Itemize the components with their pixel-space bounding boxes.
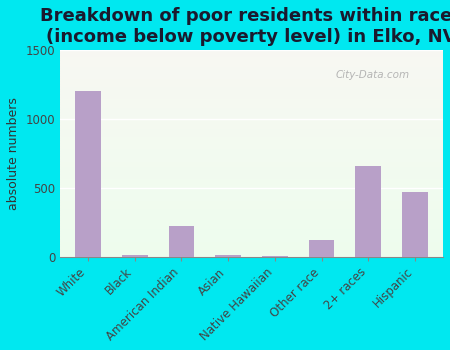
Bar [60,151,443,153]
Bar [60,110,443,112]
Bar [60,55,443,58]
Bar [60,231,443,233]
Text: City-Data.com: City-Data.com [336,70,410,80]
Bar [60,112,443,114]
Bar [60,63,443,65]
Bar [60,89,443,91]
Bar [60,166,443,169]
Bar [60,228,443,231]
Bar [60,192,443,195]
Bar [60,99,443,102]
Bar [60,174,443,176]
Bar [60,122,443,125]
Bar [60,218,443,220]
Bar [60,223,443,226]
Bar [60,187,443,189]
Bar [60,86,443,89]
Bar [60,138,443,140]
Bar [60,68,443,71]
Bar [60,143,443,146]
Bar [60,71,443,73]
Bar [60,208,443,210]
Bar [60,239,443,241]
Bar [262,256,288,257]
Bar [60,244,443,246]
Bar [60,148,443,151]
Bar [60,251,443,254]
Bar [60,182,443,184]
Bar [60,94,443,97]
Bar [60,50,443,52]
Bar [60,195,443,197]
Y-axis label: absolute numbers: absolute numbers [7,97,20,210]
Bar [60,81,443,84]
Bar [60,133,443,135]
Bar [60,164,443,166]
Bar [60,156,443,159]
Bar [169,226,194,257]
Bar [60,241,443,244]
Title: Breakdown of poor residents within races
(income below poverty level) in Elko, N: Breakdown of poor residents within races… [40,7,450,46]
Bar [215,256,241,257]
Bar [60,184,443,187]
Bar [60,140,443,143]
Bar [60,91,443,94]
Bar [60,107,443,110]
Bar [60,161,443,164]
Bar [60,120,443,122]
Bar [309,240,334,257]
Bar [60,179,443,182]
Bar [60,200,443,202]
Bar [60,210,443,213]
Bar [60,236,443,239]
Bar [60,97,443,99]
Bar [60,125,443,127]
Bar [60,58,443,61]
Bar [60,213,443,215]
Bar [60,65,443,68]
Bar [60,52,443,55]
Bar [60,249,443,251]
Bar [60,73,443,76]
Bar [60,197,443,200]
Bar [60,233,443,236]
Bar [60,153,443,156]
Bar [122,255,148,257]
Bar [60,84,443,86]
Bar [60,78,443,81]
Bar [60,76,443,78]
Bar [60,102,443,104]
Bar [60,172,443,174]
Bar [60,189,443,192]
Bar [75,91,101,257]
Bar [60,176,443,179]
Bar [60,146,443,148]
Bar [60,117,443,120]
Bar [60,135,443,138]
Bar [60,202,443,205]
Bar [60,254,443,257]
Bar [60,159,443,161]
Bar [60,61,443,63]
Bar [60,127,443,130]
Bar [60,226,443,228]
Bar [60,169,443,172]
Bar [60,246,443,249]
Bar [60,205,443,208]
Bar [60,114,443,117]
Bar [60,215,443,218]
Bar [60,220,443,223]
Bar [402,192,428,257]
Bar [60,130,443,133]
Bar [356,166,381,257]
Bar [60,104,443,107]
